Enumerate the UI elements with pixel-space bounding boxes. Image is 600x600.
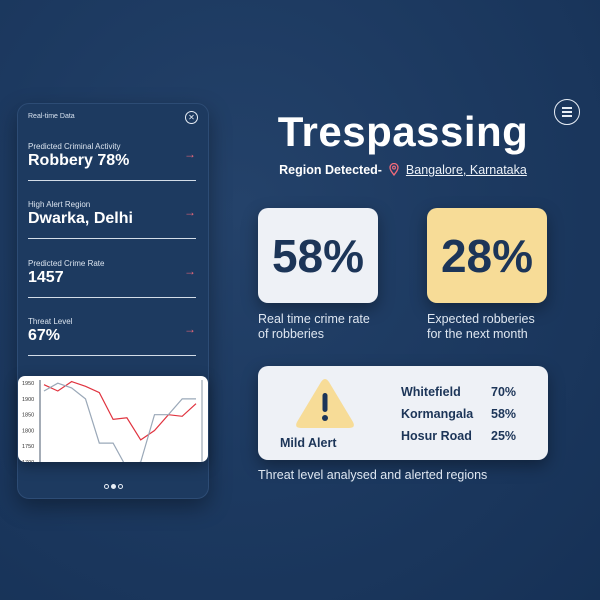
alert-level-label: Mild Alert (280, 436, 337, 450)
stat-value: 67% (28, 327, 61, 344)
crime-rate-value: 58% (271, 229, 365, 282)
arrow-right-icon[interactable]: → (184, 147, 196, 161)
stat-label: Threat Level (28, 317, 73, 326)
stat-high-alert-region[interactable]: High Alert Region Dwarka, Delhi → (28, 200, 196, 239)
alert-region-row[interactable]: Hosur Road 25% (401, 429, 521, 445)
page-title: Trespassing (277, 108, 529, 155)
arrow-right-icon[interactable]: → (184, 264, 196, 278)
alert-region-name: Hosur Road (401, 429, 472, 443)
stat-label: Predicted Crime Rate (28, 259, 105, 268)
crime-trend-chart-card[interactable]: 1950 1900 1850 1800 1750 1700 (18, 376, 208, 462)
hamburger-icon (562, 107, 572, 109)
pagination-dots (18, 484, 208, 489)
y-tick-label: 1900 (22, 397, 34, 403)
stat-value: 1457 (28, 269, 64, 286)
expected-robberies-card[interactable]: 28% (427, 208, 547, 303)
crime-trend-chart: 1950 1900 1850 1800 1750 1700 (22, 380, 203, 462)
alert-region-pct: 25% (491, 429, 517, 443)
alert-card[interactable]: Mild Alert Whitefield 70% Kormangala 58%… (258, 366, 548, 460)
page-dot[interactable] (103, 484, 109, 489)
panel-title: Real-time Data (28, 113, 75, 120)
crime-rate-card[interactable]: 58% (258, 208, 378, 303)
y-tick-label: 1950 (22, 381, 34, 387)
alert-region-row[interactable]: Kormangala 58% (401, 407, 521, 423)
series-line-1 (43, 380, 197, 441)
expected-robberies-caption: Expected robberies for the next month (427, 312, 567, 342)
alert-region-name: Whitefield (401, 385, 461, 399)
region-label: Region Detected- (279, 163, 382, 177)
location-pin-icon (389, 163, 400, 176)
caption-line: of robberies (258, 327, 325, 341)
hamburger-icon (562, 115, 572, 117)
region-link[interactable]: Bangalore, Karnataka (405, 163, 527, 177)
alert-region-pct: 58% (491, 407, 517, 421)
stat-label: High Alert Region (28, 200, 91, 209)
expected-robberies-value: 28% (440, 229, 534, 282)
y-tick-label: 1850 (22, 413, 34, 419)
arrow-right-icon[interactable]: → (184, 205, 196, 219)
stat-value: Dwarka, Delhi (28, 210, 133, 227)
warning-icon (296, 379, 354, 428)
y-tick-label: 1700 (22, 460, 34, 462)
caption-line: for the next month (427, 327, 528, 341)
arrow-right-icon[interactable]: → (184, 322, 196, 336)
series-line-2 (43, 382, 196, 462)
close-icon[interactable]: ✕ (185, 111, 198, 124)
region-detected: Region Detected- Bangalore, Karnataka (258, 163, 548, 177)
crime-rate-caption: Real time crime rate of robberies (258, 312, 398, 342)
stat-value: Robbery 78% (28, 152, 130, 169)
menu-button[interactable] (554, 99, 580, 125)
panel-header: Real-time Data ✕ (28, 110, 198, 128)
hamburger-icon (562, 111, 572, 113)
alert-region-row[interactable]: Whitefield 70% (401, 385, 521, 401)
caption-line: Expected robberies (427, 312, 535, 326)
page-dot[interactable] (117, 484, 123, 489)
caption-line: Real time crime rate (258, 312, 370, 326)
stat-predicted-crime-rate[interactable]: Predicted Crime Rate 1457 → (28, 259, 196, 298)
y-tick-label: 1750 (22, 444, 34, 450)
y-tick-label: 1800 (22, 428, 34, 434)
stat-threat-level[interactable]: Threat Level 67% → (28, 317, 196, 356)
alert-region-name: Kormangala (401, 407, 474, 421)
page-dot-active[interactable] (110, 484, 116, 489)
alert-caption: Threat level analysed and alerted region… (258, 468, 488, 482)
realtime-data-panel: Real-time Data ✕ Predicted Criminal Acti… (17, 103, 209, 499)
alert-region-pct: 70% (491, 385, 517, 399)
stat-predicted-activity[interactable]: Predicted Criminal Activity Robbery 78% … (28, 142, 196, 181)
stat-label: Predicted Criminal Activity (28, 142, 121, 151)
